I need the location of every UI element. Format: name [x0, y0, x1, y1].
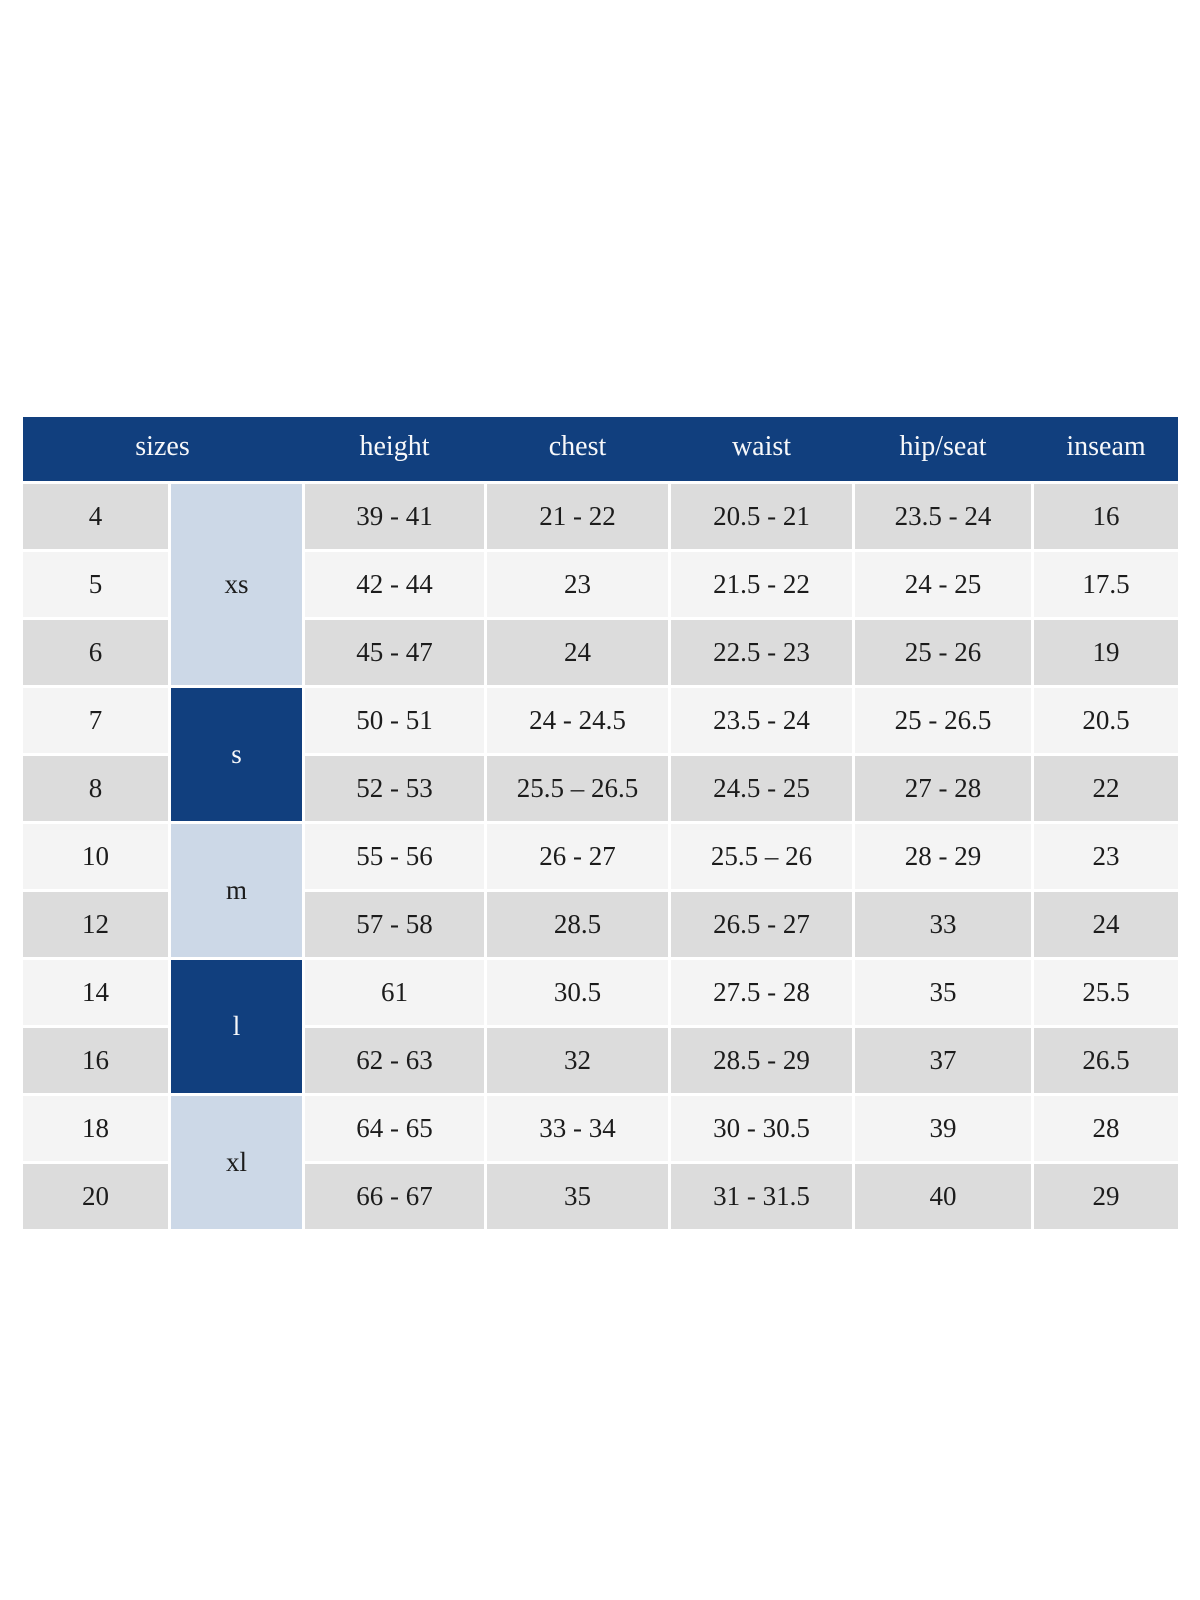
table-header-row: sizes height chest waist hip/seat inseam — [23, 417, 1178, 481]
chest-cell: 30.5 — [487, 960, 668, 1025]
chest-cell: 26 - 27 — [487, 824, 668, 889]
size-number-cell: 6 — [23, 620, 168, 685]
chest-cell: 28.5 — [487, 892, 668, 957]
chest-cell: 25.5 – 26.5 — [487, 756, 668, 821]
inseam-cell: 28 — [1034, 1096, 1178, 1161]
size-group-cell: l — [171, 960, 302, 1093]
hip-seat-cell: 35 — [855, 960, 1031, 1025]
height-cell: 66 - 67 — [305, 1164, 484, 1229]
waist-cell: 24.5 - 25 — [671, 756, 852, 821]
size-number-cell: 18 — [23, 1096, 168, 1161]
waist-cell: 28.5 - 29 — [671, 1028, 852, 1093]
header-waist: waist — [731, 431, 792, 462]
chest-cell: 24 - 24.5 — [487, 688, 668, 753]
size-number-cell: 14 — [23, 960, 168, 1025]
waist-cell: 20.5 - 21 — [671, 484, 852, 549]
height-cell: 50 - 51 — [305, 688, 484, 753]
size-number-cell: 10 — [23, 824, 168, 889]
size-group-cell: xs — [171, 484, 302, 685]
header-hip-seat: hip/seat — [899, 431, 987, 462]
chest-cell: 35 — [487, 1164, 668, 1229]
height-cell: 52 - 53 — [305, 756, 484, 821]
hip-seat-cell: 23.5 - 24 — [855, 484, 1031, 549]
height-cell: 61 — [305, 960, 484, 1025]
chest-cell: 21 - 22 — [487, 484, 668, 549]
size-number-cell: 12 — [23, 892, 168, 957]
hip-seat-cell: 39 — [855, 1096, 1031, 1161]
inseam-cell: 25.5 — [1034, 960, 1178, 1025]
inseam-cell: 17.5 — [1034, 552, 1178, 617]
hip-seat-cell: 40 — [855, 1164, 1031, 1229]
inseam-cell: 29 — [1034, 1164, 1178, 1229]
size-number-cell: 5 — [23, 552, 168, 617]
waist-cell: 21.5 - 22 — [671, 552, 852, 617]
size-number-cell: 16 — [23, 1028, 168, 1093]
size-number-cell: 7 — [23, 688, 168, 753]
chest-cell: 23 — [487, 552, 668, 617]
hip-seat-cell: 27 - 28 — [855, 756, 1031, 821]
height-cell: 39 - 41 — [305, 484, 484, 549]
size-number-cell: 8 — [23, 756, 168, 821]
inseam-cell: 26.5 — [1034, 1028, 1178, 1093]
size-chart-table: sizes height chest waist hip/seat inseam… — [23, 417, 1178, 1229]
height-cell: 42 - 44 — [305, 552, 484, 617]
height-cell: 64 - 65 — [305, 1096, 484, 1161]
inseam-cell: 22 — [1034, 756, 1178, 821]
height-cell: 62 - 63 — [305, 1028, 484, 1093]
waist-cell: 27.5 - 28 — [671, 960, 852, 1025]
hip-seat-cell: 37 — [855, 1028, 1031, 1093]
waist-cell: 31 - 31.5 — [671, 1164, 852, 1229]
size-group-cell: m — [171, 824, 302, 957]
waist-cell: 22.5 - 23 — [671, 620, 852, 685]
height-cell: 55 - 56 — [305, 824, 484, 889]
inseam-cell: 16 — [1034, 484, 1178, 549]
waist-cell: 25.5 – 26 — [671, 824, 852, 889]
inseam-cell: 24 — [1034, 892, 1178, 957]
inseam-cell: 23 — [1034, 824, 1178, 889]
header-inseam: inseam — [1066, 431, 1146, 462]
size-group-cell: xl — [171, 1096, 302, 1229]
waist-cell: 30 - 30.5 — [671, 1096, 852, 1161]
chest-cell: 33 - 34 — [487, 1096, 668, 1161]
hip-seat-cell: 28 - 29 — [855, 824, 1031, 889]
header-sizes: sizes — [135, 431, 190, 462]
waist-cell: 23.5 - 24 — [671, 688, 852, 753]
hip-seat-cell: 25 - 26.5 — [855, 688, 1031, 753]
inseam-cell: 20.5 — [1034, 688, 1178, 753]
size-number-cell: 4 — [23, 484, 168, 549]
height-cell: 57 - 58 — [305, 892, 484, 957]
header-height: height — [359, 431, 430, 462]
hip-seat-cell: 25 - 26 — [855, 620, 1031, 685]
header-chest: chest — [548, 431, 607, 462]
waist-cell: 26.5 - 27 — [671, 892, 852, 957]
chest-cell: 32 — [487, 1028, 668, 1093]
size-number-cell: 20 — [23, 1164, 168, 1229]
height-cell: 45 - 47 — [305, 620, 484, 685]
hip-seat-cell: 33 — [855, 892, 1031, 957]
chest-cell: 24 — [487, 620, 668, 685]
hip-seat-cell: 24 - 25 — [855, 552, 1031, 617]
size-group-cell: s — [171, 688, 302, 821]
inseam-cell: 19 — [1034, 620, 1178, 685]
